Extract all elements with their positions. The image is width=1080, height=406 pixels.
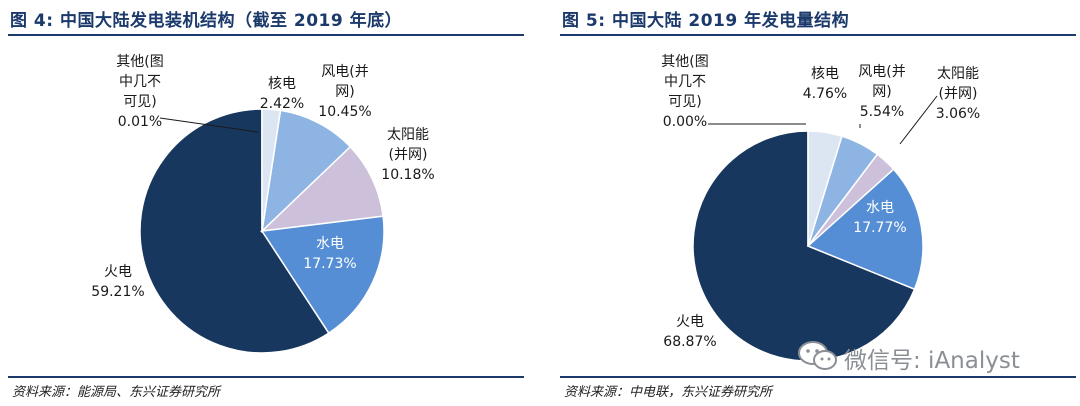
source-rule xyxy=(8,376,524,378)
slice-label-1: 风电(并网) 5.54% xyxy=(858,64,905,120)
slice-label-5: 其他(图中几不可见) 0.01% xyxy=(116,54,163,130)
title-rule xyxy=(560,34,1076,36)
chart-panel-generation: 图 5: 中国大陆 2019 年发电量结构 核电 4.76% 风电(并网) 5.54%… xyxy=(552,0,1080,406)
chart-source: 资料来源：中电联，东兴证券研究所 xyxy=(564,385,773,400)
pie-slice-3 xyxy=(806,168,924,291)
slice-label-1: 风电(并网) 10.45% xyxy=(318,64,371,120)
pie-chart-installed-capacity: 核电 2.42% 风电(并网) 10.45%太阳能(并网) 10.18% 水电 17.73%… xyxy=(91,54,435,354)
source-rule xyxy=(560,376,1076,378)
chart-panel-installed-capacity: 图 4: 中国大陆发电装机结构（截至 2019 年底） 核电 2.42% 风电(并网… xyxy=(0,0,528,406)
wechat-icon xyxy=(798,341,837,370)
watermark: 微信号: iAnalyst xyxy=(796,338,1066,374)
slice-label-4: 火电 68.87% xyxy=(663,314,716,350)
watermark-text: 微信号: iAnalyst xyxy=(844,348,1020,374)
slice-label-5: 其他(图中几不可见) 0.00% xyxy=(661,54,708,130)
slice-label-0: 核电 4.76% xyxy=(803,66,847,102)
pie-slice-4 xyxy=(692,130,916,362)
pie-chart-generation: 核电 4.76% 风电(并网) 5.54% 太阳能(并网) 3.06% 水电 17.77% 火电… xyxy=(661,54,980,362)
title-rule xyxy=(8,34,524,36)
slice-label-2: 太阳能(并网) 10.18% xyxy=(381,127,434,183)
slice-label-3: 水电 17.73% xyxy=(303,236,356,272)
chart-title: 图 5: 中国大陆 2019 年发电量结构 xyxy=(562,11,850,31)
chart-source: 资料来源：能源局、东兴证券研究所 xyxy=(12,385,221,400)
slice-label-2: 太阳能(并网) 3.06% xyxy=(936,66,980,122)
pie-slice-0 xyxy=(807,130,843,247)
leader-line xyxy=(899,95,938,145)
pie-slice-4 xyxy=(139,108,330,354)
pie-slice-3 xyxy=(260,215,385,335)
slice-label-0: 核电 2.42% xyxy=(260,76,304,112)
pie-slice-0 xyxy=(261,108,282,232)
leader-line xyxy=(159,117,259,133)
pie-slice-2 xyxy=(259,145,384,233)
chart-title: 图 4: 中国大陆发电装机结构（截至 2019 年底） xyxy=(10,11,403,31)
slice-label-3: 水电 17.77% xyxy=(853,200,906,236)
pie-slice-1 xyxy=(260,109,352,234)
slice-label-4: 火电 59.21% xyxy=(91,264,144,300)
